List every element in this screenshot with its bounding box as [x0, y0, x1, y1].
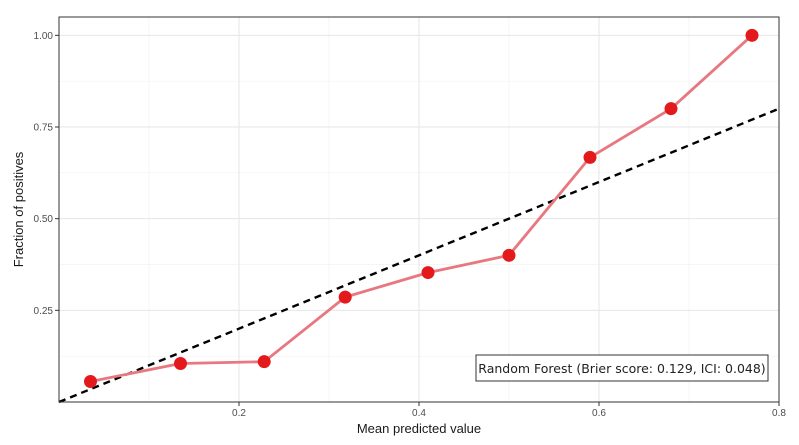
- x-tick-label: 0.6: [592, 408, 606, 419]
- reference-layer: [58, 107, 780, 404]
- reference-diagonal-line: [58, 107, 780, 404]
- data-point: [257, 355, 271, 369]
- x-tick-label: 0.4: [412, 408, 426, 419]
- x-axis-title: Mean predicted value: [357, 421, 481, 436]
- data-point: [174, 357, 187, 370]
- ticks-layer: [55, 34, 780, 406]
- data-point: [745, 28, 759, 42]
- y-tick-label: 0.75: [34, 123, 54, 134]
- x-tick-label: 0.8: [772, 408, 786, 419]
- data-point: [84, 374, 97, 388]
- series-layer: [84, 28, 759, 388]
- y-tick-label: 0.25: [34, 306, 54, 317]
- legend: Random Forest (Brier score: 0.129, ICI: …: [475, 354, 769, 382]
- legend-entry-random-forest: Random Forest (Brier score: 0.129, ICI: …: [478, 361, 765, 376]
- data-point: [421, 266, 435, 280]
- y-tick-label: 0.50: [34, 214, 54, 225]
- y-axis-title: Fraction of positives: [11, 151, 26, 267]
- tick-labels-layer: 0.2 0.4 0.6 0.8 0.25 0.50 0.75 1.00: [34, 31, 787, 419]
- data-point: [664, 102, 678, 116]
- y-tick-label: 1.00: [34, 31, 54, 42]
- major-gridlines: [59, 17, 780, 402]
- x-tick-label: 0.2: [232, 408, 246, 419]
- data-point: [583, 150, 597, 164]
- data-point: [338, 290, 352, 304]
- data-point: [502, 248, 516, 262]
- legend-box: [475, 354, 769, 382]
